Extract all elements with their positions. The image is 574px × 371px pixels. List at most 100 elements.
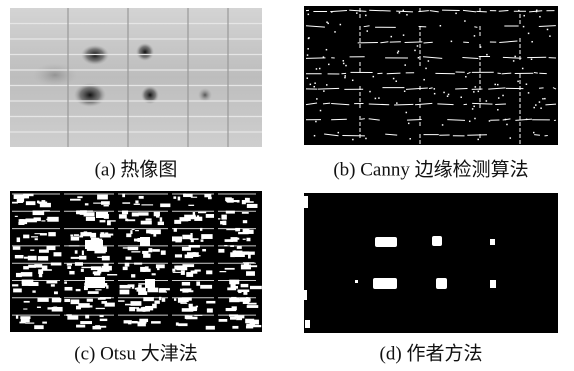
texture (175, 254, 182, 257)
texture (86, 217, 95, 221)
texture (71, 236, 79, 240)
texture (38, 256, 48, 261)
texture (26, 201, 36, 205)
texture (469, 121, 471, 123)
texture (147, 288, 158, 293)
texture (70, 234, 73, 236)
texture (161, 250, 166, 254)
texture (103, 263, 108, 267)
texture (219, 319, 228, 322)
texture (99, 326, 106, 328)
texture (28, 256, 37, 261)
texture (236, 317, 242, 320)
texture (191, 271, 198, 274)
texture (241, 284, 249, 287)
texture (123, 247, 129, 248)
texture (406, 112, 408, 114)
texture (24, 301, 30, 303)
texture (237, 246, 242, 248)
caption: (c) Otsu 大津法 (74, 342, 197, 364)
texture (221, 215, 226, 220)
texture (539, 101, 541, 103)
texture (531, 59, 533, 61)
texture (506, 124, 508, 126)
texture (136, 308, 147, 311)
texture (182, 282, 190, 286)
texture (235, 238, 239, 240)
texture (310, 84, 312, 86)
texture (124, 320, 132, 323)
texture (340, 24, 342, 26)
texture (314, 82, 316, 84)
caption: (d) 作者方法 (380, 342, 483, 364)
texture (522, 68, 524, 70)
texture (202, 249, 206, 251)
texture (37, 307, 41, 308)
texture (122, 202, 130, 203)
texture (518, 10, 520, 12)
texture (101, 201, 110, 205)
texture (95, 289, 101, 290)
texture (38, 202, 47, 204)
texture (243, 290, 247, 295)
texture (148, 248, 152, 252)
texture (107, 274, 117, 275)
texture (393, 78, 395, 80)
texture (328, 64, 330, 66)
caption: (b) Canny 边缘检测算法 (333, 158, 528, 180)
texture (143, 254, 150, 258)
texture (320, 110, 322, 112)
texture (442, 124, 444, 126)
texture (31, 236, 38, 237)
texture (308, 14, 310, 16)
page: (a) 热像图 (b) Canny 边缘检测算法 (c) Otsu 大津法 (d… (0, 0, 574, 371)
texture (178, 323, 187, 326)
texture (162, 298, 165, 302)
texture (225, 268, 235, 270)
texture (84, 231, 88, 235)
texture (404, 91, 406, 93)
texture (118, 300, 124, 302)
texture (188, 205, 194, 206)
texture (443, 92, 445, 94)
texture (141, 204, 153, 205)
texture (128, 247, 139, 250)
texture (233, 251, 243, 256)
texture (460, 96, 462, 98)
texture (153, 233, 156, 236)
texture (160, 217, 162, 221)
texture (134, 204, 140, 205)
texture (395, 80, 397, 82)
texture (343, 60, 345, 62)
texture (404, 64, 406, 66)
texture (96, 212, 108, 218)
texture (125, 257, 131, 260)
texture (547, 29, 549, 31)
texture (544, 98, 546, 100)
texture (314, 135, 316, 137)
texture (37, 298, 48, 302)
texture (190, 233, 192, 238)
texture (41, 220, 45, 221)
texture (196, 281, 200, 285)
texture (25, 322, 34, 323)
texture (67, 316, 78, 320)
texture (534, 135, 540, 136)
texture (25, 218, 36, 222)
texture (514, 56, 516, 58)
texture (182, 247, 191, 251)
texture (53, 307, 57, 312)
texture (46, 281, 57, 284)
texture (152, 249, 160, 252)
texture (76, 289, 81, 291)
texture (138, 212, 148, 215)
texture (455, 13, 457, 15)
texture (475, 86, 477, 88)
texture (447, 95, 449, 97)
texture (428, 60, 430, 62)
texture (158, 222, 164, 225)
texture (159, 291, 167, 292)
texture (489, 120, 491, 122)
texture (218, 218, 220, 219)
texture (178, 197, 181, 201)
